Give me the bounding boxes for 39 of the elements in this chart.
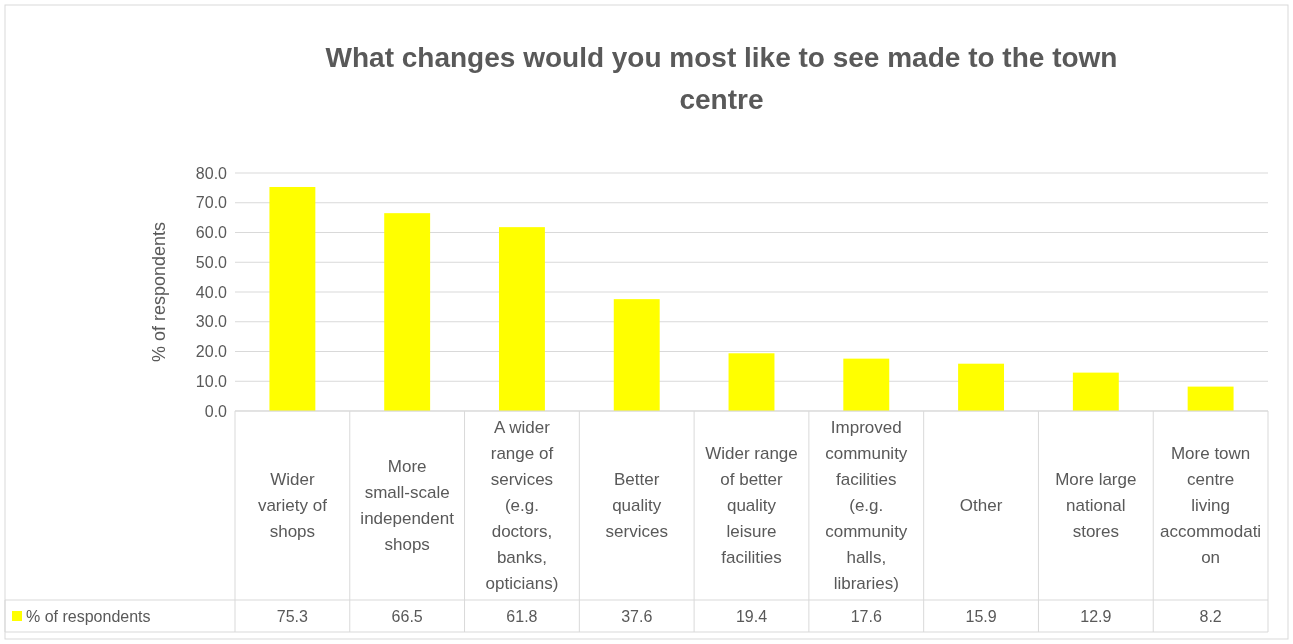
data-label: 37.6	[621, 607, 653, 625]
x-tick-label: Wider range of better quality leisure facilities	[705, 444, 798, 568]
legend-label: % of respondents	[26, 607, 151, 625]
bar	[498, 227, 545, 411]
bar	[1187, 386, 1234, 411]
y-tick-label: 50.0	[195, 253, 228, 271]
data-label: 12.9	[1080, 607, 1112, 625]
bar	[958, 363, 1005, 411]
chart-title: What changes would you most like to see made to the town centre	[325, 42, 1118, 115]
y-tick-label: 30.0	[195, 313, 228, 331]
data-label: 75.3	[276, 607, 309, 625]
bar	[269, 186, 316, 411]
data-label: 8.2	[1199, 607, 1222, 625]
x-tick-label: Better quality services	[605, 470, 668, 542]
x-tick-label: More town centre living accommodation	[1160, 444, 1262, 568]
y-tick-label: 20.0	[195, 343, 228, 361]
y-tick-label: 0.0	[204, 402, 228, 420]
data-label: 15.9	[965, 607, 997, 625]
bar	[384, 213, 431, 411]
y-tick-label: 10.0	[195, 372, 228, 390]
x-tick-label: Improved community facilities (e.g. community halls, libraries)	[825, 418, 908, 594]
data-label: 66.5	[391, 607, 423, 625]
bar	[613, 299, 660, 411]
y-tick-label: 70.0	[195, 194, 228, 212]
bar	[1072, 372, 1119, 411]
bar	[728, 353, 775, 411]
bar	[843, 358, 890, 411]
y-tick-label: 60.0	[195, 224, 228, 242]
x-tick-label: Other	[959, 496, 1003, 516]
data-label: 17.6	[850, 607, 882, 625]
data-label: 61.8	[506, 607, 538, 625]
x-tick-label: Wider variety of shops	[257, 470, 328, 542]
x-tick-label: More small-scale independent shops	[360, 457, 455, 555]
x-tick-label: A wider range of services (e.g. doctors, banks, opticians)	[485, 418, 559, 594]
y-tick-label: 80.0	[195, 164, 228, 182]
x-tick-label: More large national stores	[1055, 470, 1137, 542]
y-tick-label: 40.0	[195, 283, 228, 301]
y-axis-title: % of respondents	[149, 221, 169, 363]
data-label: 19.4	[735, 607, 768, 625]
